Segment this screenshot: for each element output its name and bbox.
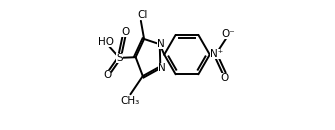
Text: O: O: [121, 27, 130, 37]
Text: O⁻: O⁻: [221, 29, 235, 39]
Text: O: O: [220, 73, 229, 83]
Text: S: S: [116, 53, 123, 63]
Text: N: N: [158, 63, 165, 73]
Text: O: O: [103, 70, 111, 80]
Text: Cl: Cl: [137, 10, 147, 20]
Text: CH₃: CH₃: [120, 96, 139, 106]
Text: N: N: [157, 39, 165, 48]
Text: N⁺: N⁺: [210, 49, 223, 59]
Text: HO: HO: [98, 37, 114, 47]
